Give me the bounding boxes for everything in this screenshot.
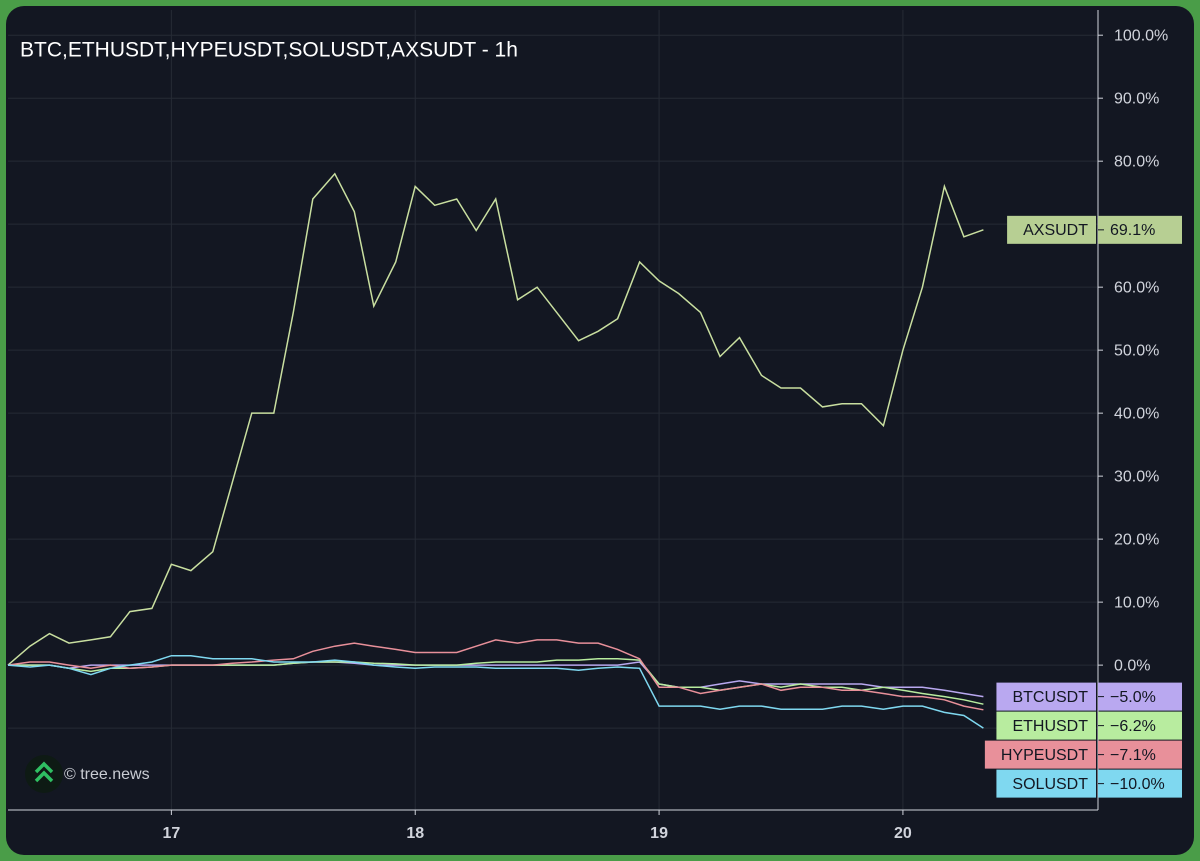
tag-name: AXSUDT [1023, 222, 1088, 239]
logo-mark [34, 761, 54, 783]
series-line [7, 639, 984, 711]
chart-title: BTC,ETHUSDT,HYPEUSDT,SOLUSDT,AXSUDT - 1h [20, 39, 518, 62]
tag-name: ETHUSDT [1012, 718, 1088, 735]
y-tick-label: 80.0% [1114, 153, 1159, 170]
y-tick-label: 60.0% [1114, 279, 1159, 296]
y-tick-label: 90.0% [1114, 90, 1159, 107]
tag-value-bg [1098, 769, 1182, 798]
y-tick-label: 100.0% [1114, 27, 1168, 44]
price-tag: HYPEUSDT −7.1% [984, 740, 1182, 769]
tag-name-bg [996, 711, 1096, 740]
tag-value: −7.1% [1110, 747, 1156, 764]
tag-value-bg [1098, 215, 1182, 244]
panel [6, 6, 1194, 855]
tag-name: SOLUSDT [1012, 776, 1088, 793]
price-tag: AXSUDT 69.1% [1007, 215, 1182, 244]
series-line [7, 172, 984, 666]
price-tag: BTCUSDT −5.0% [996, 682, 1182, 711]
tag-value: 69.1% [1110, 222, 1155, 239]
x-tick-label: 18 [406, 825, 424, 842]
tag-name: BTCUSDT [1012, 689, 1088, 706]
tag-value: −5.0% [1110, 689, 1156, 706]
tag-name: HYPEUSDT [1001, 747, 1088, 764]
tag-value: −6.2% [1110, 718, 1156, 735]
x-tick-label: 19 [650, 825, 668, 842]
watermark-text: © tree.news [64, 766, 150, 783]
tag-value-bg [1098, 711, 1182, 740]
y-tick-label: 30.0% [1114, 468, 1159, 485]
x-tick-label: 17 [162, 825, 180, 842]
tag-name-bg [996, 769, 1096, 798]
tag-value-bg [1098, 740, 1182, 769]
y-tick-label: 50.0% [1114, 342, 1159, 359]
y-tick-label: 0.0% [1114, 657, 1150, 674]
y-tick-label: 40.0% [1114, 405, 1159, 422]
tag-name-bg [996, 682, 1096, 711]
x-tick-label: 20 [894, 825, 912, 842]
tag-name-bg [1007, 215, 1096, 244]
y-tick-label: 20.0% [1114, 531, 1159, 548]
tag-name-bg [984, 740, 1096, 769]
price-tag: ETHUSDT −6.2% [996, 711, 1182, 740]
watermark: © tree.news [25, 755, 150, 793]
y-tick-label: 10.0% [1114, 594, 1159, 611]
price-tag: SOLUSDT −10.0% [996, 769, 1182, 798]
series-line [7, 654, 984, 729]
tag-value: −10.0% [1110, 776, 1165, 793]
tag-value-bg [1098, 682, 1182, 711]
